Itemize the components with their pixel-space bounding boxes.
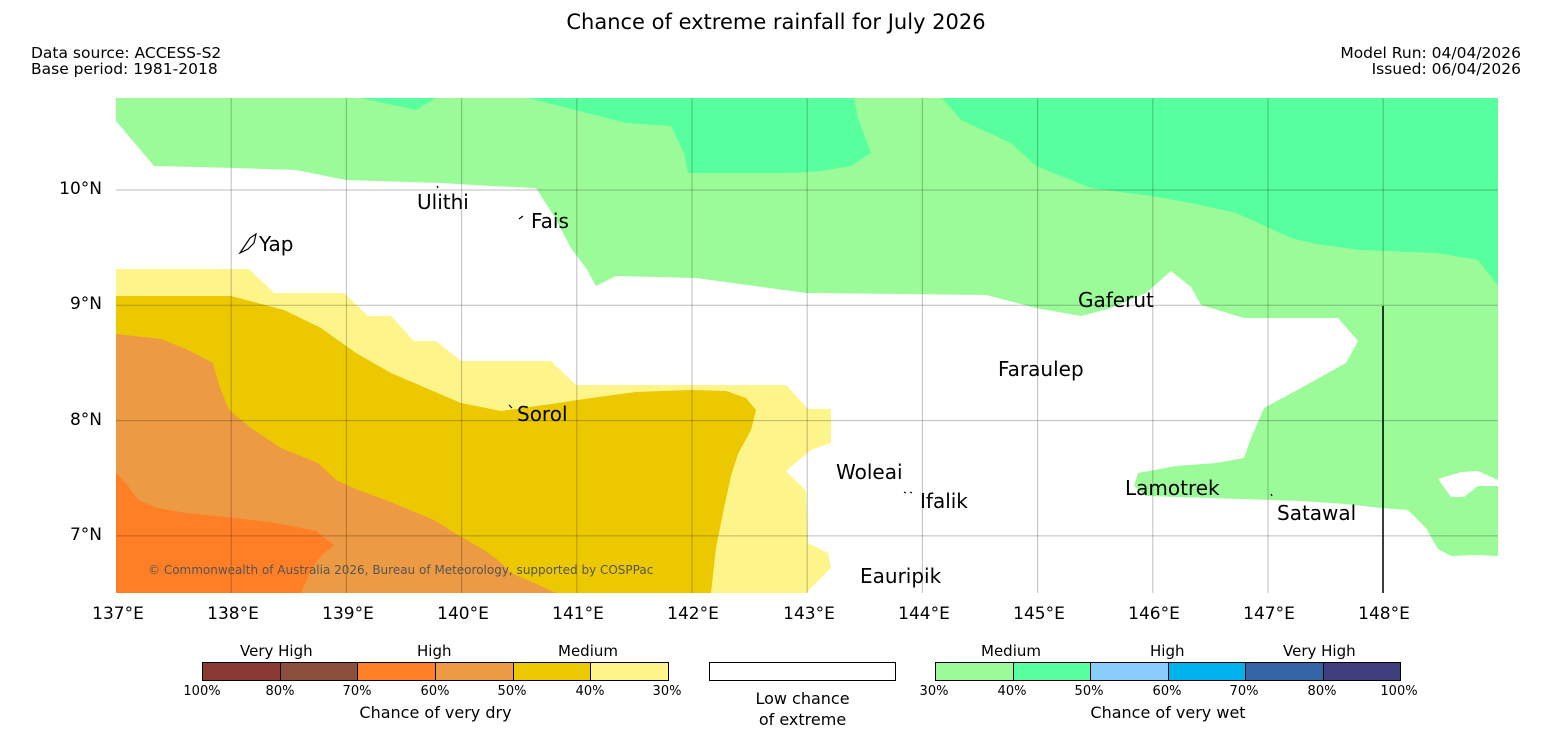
dry-swatch-60-70 bbox=[358, 663, 437, 680]
wet-category-high: High bbox=[1150, 642, 1185, 660]
lon-label-146e: 146°E bbox=[1128, 604, 1180, 624]
data-info: Data source: ACCESS-S2 Base period: 1981… bbox=[31, 45, 221, 77]
dry-swatch-40-50 bbox=[513, 663, 592, 680]
model-run: Model Run: 04/04/2026 bbox=[1340, 44, 1521, 62]
dry-swatch-50-60 bbox=[436, 663, 514, 680]
place-ulithi: Ulithi bbox=[417, 190, 469, 214]
data-source: Data source: ACCESS-S2 bbox=[31, 44, 222, 62]
wet-swatch-60-70 bbox=[1168, 663, 1246, 680]
dry-swatch-30-40 bbox=[591, 663, 669, 680]
island-fais bbox=[518, 215, 524, 220]
low-chance-legend: Low chance of extreme bbox=[709, 688, 896, 730]
wet-category-medium: Medium bbox=[981, 642, 1041, 660]
dry-tick-80: 80% bbox=[265, 684, 295, 699]
wet-tick-80: 80% bbox=[1307, 684, 1337, 699]
wet-tick-70: 70% bbox=[1229, 684, 1259, 699]
low-chance-line1: Low chance bbox=[755, 689, 850, 708]
island-ulithi bbox=[436, 185, 439, 189]
place-eauripik: Eauripik bbox=[860, 564, 942, 588]
lon-label-144e: 144°E bbox=[898, 604, 950, 624]
lon-label-138e: 138°E bbox=[207, 604, 259, 624]
island-sorol bbox=[508, 404, 513, 409]
place-lamotrek: Lamotrek bbox=[1125, 476, 1220, 500]
place-yap: Yap bbox=[259, 232, 294, 256]
issued-date: Issued: 06/04/2026 bbox=[1371, 60, 1521, 78]
wet-tick-40: 40% bbox=[997, 684, 1027, 699]
run-info: Model Run: 04/04/2026 Issued: 06/04/2026 bbox=[1340, 45, 1521, 77]
dry-swatch-80-100 bbox=[203, 663, 281, 680]
dry-tick-50: 50% bbox=[497, 684, 527, 699]
dry-category-high: High bbox=[417, 642, 452, 660]
island-yap bbox=[238, 232, 257, 255]
lat-label-9n: 9°N bbox=[69, 294, 102, 314]
wet-swatch-80-100 bbox=[1323, 663, 1400, 680]
wet-tick-60: 60% bbox=[1152, 684, 1182, 699]
dry-category-very-high: Very High bbox=[240, 642, 313, 660]
lon-label-141e: 141°E bbox=[552, 604, 604, 624]
islands bbox=[238, 185, 1273, 497]
base-period: Base period: 1981-2018 bbox=[31, 60, 218, 78]
lon-label-137e: 137°E bbox=[92, 604, 144, 624]
dry-tick-70: 70% bbox=[342, 684, 372, 699]
dry-legend-title: Chance of very dry bbox=[359, 703, 512, 722]
place-sorol: Sorol bbox=[517, 402, 568, 426]
lat-label-8n: 8°N bbox=[69, 410, 102, 430]
wet-tick-100: 100% bbox=[1380, 684, 1418, 699]
wet-colorbar bbox=[935, 662, 1401, 681]
lat-label-10n: 10°N bbox=[59, 179, 102, 199]
wet-swatch-30-40 bbox=[936, 663, 1014, 680]
lat-label-7n: 7°N bbox=[69, 525, 102, 545]
chart-title: Chance of extreme rainfall for July 2026 bbox=[566, 10, 986, 34]
lon-label-143e: 143°E bbox=[783, 604, 835, 624]
copyright-notice: © Commonwealth of Australia 2026, Bureau… bbox=[148, 563, 654, 577]
wet-swatch-40-50 bbox=[1013, 663, 1091, 680]
wet-swatch-70-80 bbox=[1246, 663, 1324, 680]
dry-colorbar bbox=[202, 662, 669, 681]
dry-category-medium: Medium bbox=[558, 642, 618, 660]
place-woleai: Woleai bbox=[836, 460, 903, 484]
dry-swatch-70-80 bbox=[280, 663, 359, 680]
place-faraulep: Faraulep bbox=[998, 357, 1084, 381]
place-gaferut: Gaferut bbox=[1078, 288, 1154, 312]
region-low-hole bbox=[1438, 471, 1498, 497]
lon-label-147e: 147°E bbox=[1243, 604, 1295, 624]
dry-tick-100: 100% bbox=[183, 684, 221, 699]
dry-tick-60: 60% bbox=[420, 684, 450, 699]
dry-tick-40: 40% bbox=[575, 684, 605, 699]
lon-label-145e: 145°E bbox=[1013, 604, 1065, 624]
lon-label-139e: 139°E bbox=[322, 604, 374, 624]
place-satawal: Satawal bbox=[1277, 501, 1357, 525]
place-fais: Fais bbox=[531, 209, 569, 233]
map-grid bbox=[116, 98, 1498, 593]
low-chance-swatch bbox=[709, 662, 896, 681]
wet-tick-30: 30% bbox=[919, 684, 949, 699]
region-wet-40-50 bbox=[361, 98, 1498, 286]
rainfall-map bbox=[116, 98, 1498, 593]
wet-tick-50: 50% bbox=[1074, 684, 1104, 699]
lon-label-142e: 142°E bbox=[667, 604, 719, 624]
place-ifalik: Ifalik bbox=[920, 489, 968, 513]
region-wet-30-40 bbox=[116, 98, 1498, 556]
lon-label-140e: 140°E bbox=[437, 604, 489, 624]
region-dry-70-100 bbox=[116, 473, 334, 593]
island-ifalik bbox=[903, 491, 913, 494]
island-satawal bbox=[1270, 493, 1273, 497]
wet-legend-title: Chance of very wet bbox=[1090, 703, 1246, 722]
dry-tick-30: 30% bbox=[652, 684, 682, 699]
lon-label-148e: 148°E bbox=[1358, 604, 1410, 624]
wet-category-very-high: Very High bbox=[1283, 642, 1356, 660]
low-chance-line2: of extreme bbox=[758, 710, 847, 729]
wet-swatch-50-60 bbox=[1091, 663, 1169, 680]
